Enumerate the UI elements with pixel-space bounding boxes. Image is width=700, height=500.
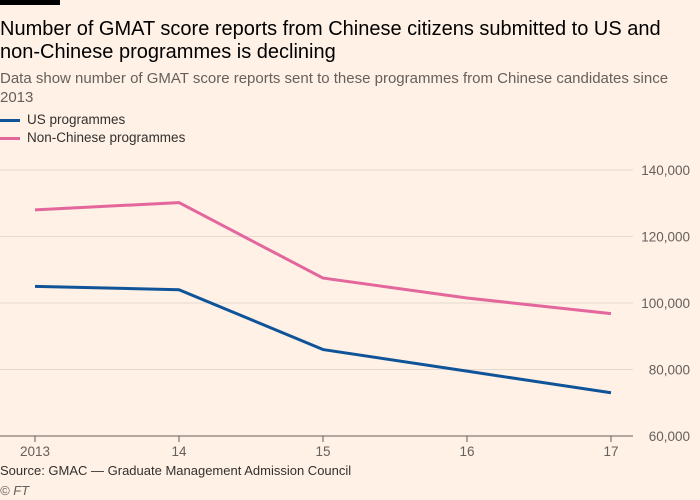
source-note: Source: GMAC — Graduate Management Admis… bbox=[0, 463, 352, 478]
chart-subtitle: Data show number of GMAT score reports s… bbox=[0, 70, 669, 106]
legend-item-non-chinese: Non-Chinese programmes bbox=[0, 129, 185, 147]
x-tick-label: 16 bbox=[459, 444, 474, 459]
series-line-non-chinese bbox=[34, 201, 612, 316]
chart-title: Number of GMAT score reports from Chines… bbox=[0, 18, 661, 63]
y-tick-label: 120,000 bbox=[641, 230, 690, 245]
x-tick-label: 17 bbox=[603, 444, 618, 459]
y-tick-label: 80,000 bbox=[649, 363, 690, 378]
legend-item-us: US programmes bbox=[0, 111, 185, 129]
x-tick-label: 2013 bbox=[20, 444, 50, 459]
legend-swatch-non-chinese bbox=[0, 136, 20, 140]
top-bar-decoration bbox=[0, 0, 60, 5]
y-tick-label: 100,000 bbox=[641, 296, 690, 311]
x-tick-label: 14 bbox=[171, 444, 187, 459]
x-tick-label: 15 bbox=[315, 444, 330, 459]
legend-label-non-chinese: Non-Chinese programmes bbox=[27, 130, 186, 145]
ft-credit: © FT bbox=[0, 483, 30, 498]
legend-label-us: US programmes bbox=[27, 112, 126, 127]
legend: US programmes Non-Chinese programmes bbox=[0, 111, 185, 147]
series-line-us bbox=[34, 284, 612, 395]
y-tick-label: 60,000 bbox=[649, 429, 690, 444]
line-chart: 60,000 80,000 100,000 120,000 140,000 2013 14 1… bbox=[0, 163, 690, 459]
y-tick-label: 140,000 bbox=[641, 163, 690, 178]
legend-swatch-us bbox=[0, 118, 20, 122]
